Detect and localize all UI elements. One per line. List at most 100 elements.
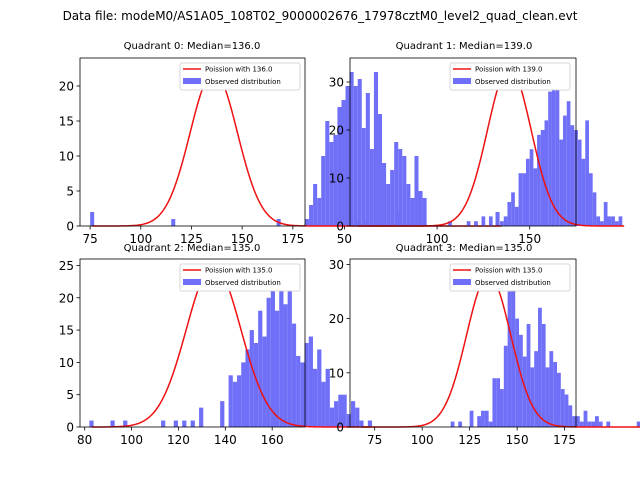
histogram-bar xyxy=(557,372,561,427)
histogram-bar xyxy=(587,421,592,427)
histogram-bar xyxy=(171,219,176,226)
histogram-bar xyxy=(496,378,501,427)
histogram-bar xyxy=(560,389,565,427)
histogram-bar xyxy=(350,401,356,427)
legend-frame xyxy=(449,263,571,292)
histogram-bar xyxy=(606,421,611,427)
histogram-bar xyxy=(270,284,275,427)
histogram-bar xyxy=(410,198,415,226)
x-tick-label: 140 xyxy=(214,433,237,447)
histogram-bar xyxy=(237,375,242,427)
x-tick-label: 50 xyxy=(337,232,352,246)
histogram-bar xyxy=(522,356,527,427)
histogram-bar xyxy=(325,121,330,226)
histogram-bar xyxy=(500,221,504,226)
histogram-bar xyxy=(572,416,576,427)
x-tick-label: 175 xyxy=(553,433,576,447)
histogram-bar xyxy=(541,324,546,427)
legend-frame xyxy=(449,62,571,91)
histogram-bar xyxy=(262,336,267,427)
histogram-bar xyxy=(321,156,326,226)
histogram-bar xyxy=(481,216,486,226)
histogram-bar xyxy=(515,318,520,427)
y-tick-label: 5 xyxy=(66,388,74,402)
histogram-bar xyxy=(596,216,601,226)
histogram-bar xyxy=(317,198,322,226)
histogram-bar xyxy=(334,401,339,427)
histogram-bar xyxy=(353,86,358,226)
legend-frame xyxy=(179,62,301,91)
histogram-bar xyxy=(161,420,166,427)
x-tick-label: 150 xyxy=(518,232,541,246)
legend: Poission with 135.0 Observed distributio… xyxy=(449,263,571,292)
histogram-bar xyxy=(365,93,370,226)
histogram-bar xyxy=(337,107,342,226)
histogram-bar xyxy=(355,221,360,226)
histogram-bar xyxy=(406,184,411,226)
histogram-bar xyxy=(373,72,378,226)
histogram-bar xyxy=(544,120,549,226)
histogram-bar xyxy=(636,421,640,427)
legend-bar-swatch xyxy=(453,78,471,84)
histogram-bar xyxy=(382,163,387,226)
histogram-bar xyxy=(488,421,493,427)
histogram-bar xyxy=(308,336,313,427)
histogram-bar xyxy=(309,205,314,226)
histogram-bar xyxy=(529,149,534,226)
x-tick-label: 120 xyxy=(167,433,190,447)
histogram-bar xyxy=(275,310,280,427)
histogram-bar xyxy=(300,362,305,427)
histogram-bar xyxy=(418,191,423,226)
histogram-bar xyxy=(458,421,463,427)
y-tick-label: 20 xyxy=(59,80,74,94)
histogram-bar xyxy=(545,367,550,427)
x-tick-label: 160 xyxy=(261,433,284,447)
panel-title: Quadrant 1: Median=139.0 xyxy=(396,41,533,52)
panel-title: Quadrant 2: Median=135.0 xyxy=(124,243,261,254)
histogram-bar xyxy=(355,407,360,427)
histogram-bar xyxy=(359,421,364,427)
y-tick-label: 30 xyxy=(329,76,344,90)
histogram-bar xyxy=(450,421,455,427)
histogram-bar xyxy=(377,114,383,226)
histogram-bar xyxy=(568,405,573,427)
x-tick-label: 175 xyxy=(281,232,304,246)
histogram-bar xyxy=(588,173,593,226)
histogram-bar xyxy=(349,72,354,226)
histogram-bar xyxy=(518,173,523,226)
legend-label-poisson: Poission with 135.0 xyxy=(205,267,273,275)
histogram-bar xyxy=(321,381,326,427)
panel-quadrant-2: Quadrant 2: Median=135.0 80 100 120 140 1600… xyxy=(59,243,373,447)
histogram-bar xyxy=(611,216,615,226)
histogram-bar xyxy=(530,367,535,427)
histogram-bar xyxy=(414,156,419,226)
x-tick-label: 150 xyxy=(506,433,529,447)
histogram-bar xyxy=(522,173,526,226)
histogram-bar xyxy=(549,351,554,427)
histogram-bar xyxy=(600,221,604,226)
histogram-bar xyxy=(553,361,558,427)
histogram-bar xyxy=(576,416,580,427)
histogram-bar xyxy=(341,100,346,226)
histogram-bar xyxy=(466,221,471,226)
histogram-bar xyxy=(249,330,254,427)
histogram-bar xyxy=(598,421,603,427)
legend-label-poisson: Poission with 136.0 xyxy=(205,66,273,74)
y-tick-label: 20 xyxy=(59,291,74,305)
x-tick-label: 125 xyxy=(458,433,481,447)
x-tick-label: 100 xyxy=(129,232,152,246)
histogram-bar xyxy=(396,211,401,226)
histogram-bar xyxy=(579,421,584,427)
histogram-bar xyxy=(398,149,403,226)
histogram-bar xyxy=(484,410,489,427)
histogram-bar xyxy=(592,192,597,226)
histogram-bar xyxy=(492,378,497,427)
histogram-bar xyxy=(507,291,512,427)
histogram-bar xyxy=(342,394,347,427)
histogram-bar xyxy=(305,219,310,226)
x-tick-label: 75 xyxy=(367,433,382,447)
poisson-curve xyxy=(92,71,502,227)
histogram-bar xyxy=(591,421,595,427)
plot-area: 50 100 150 0 10 20 30 xyxy=(329,57,625,246)
